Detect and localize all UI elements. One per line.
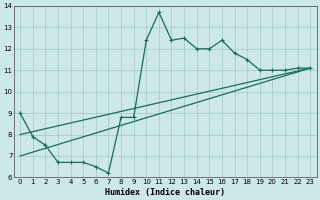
X-axis label: Humidex (Indice chaleur): Humidex (Indice chaleur)	[105, 188, 225, 197]
